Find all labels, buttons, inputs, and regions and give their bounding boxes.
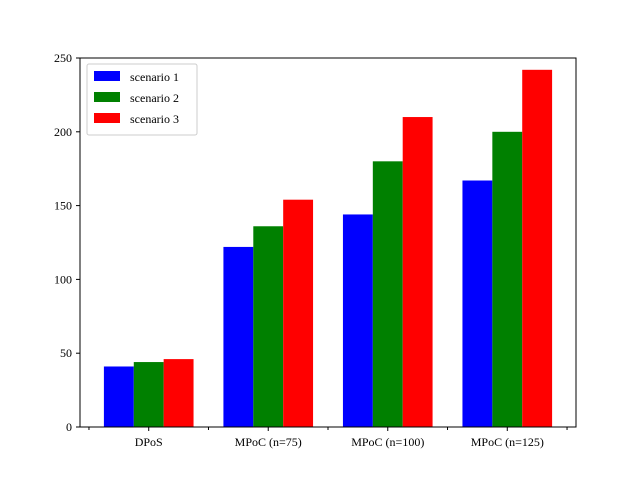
legend-swatch <box>94 113 120 123</box>
bar-2-1 <box>133 362 164 427</box>
bar-1-3 <box>342 214 373 427</box>
y-tick-label: 0 <box>66 420 72 434</box>
bar-2-3 <box>372 161 403 427</box>
legend-label: scenario 3 <box>130 112 179 126</box>
bar-1-2 <box>223 246 254 427</box>
legend: scenario 1 scenario 2 scenario 3 <box>86 63 198 136</box>
bars-layer <box>103 69 553 428</box>
legend-swatch <box>94 71 120 81</box>
bar-2-2 <box>253 226 284 427</box>
x-tick-label: DPoS <box>135 435 163 449</box>
y-tick-label: 100 <box>54 272 72 286</box>
bar-1-1 <box>103 366 134 427</box>
bar-3-3 <box>402 117 433 427</box>
x-tick-label: MPoC (n=100) <box>351 435 424 449</box>
bar-2-4 <box>492 131 523 428</box>
x-tick-label: MPoC (n=75) <box>235 435 302 449</box>
bar-3-1 <box>163 359 194 427</box>
bar-3-2 <box>283 199 314 427</box>
y-tick-label: 250 <box>54 51 72 65</box>
bar-1-4 <box>462 180 493 427</box>
legend-swatch <box>94 92 120 102</box>
y-tick-label: 50 <box>60 346 72 360</box>
y-tick-label: 200 <box>54 125 72 139</box>
axes-layer: 0 50 100 150 200 250 DPoS MPoC (n=75) MPoC (n=10… <box>54 51 577 449</box>
legend-label: scenario 2 <box>130 91 179 105</box>
bar-3-4 <box>522 69 553 428</box>
legend-label: scenario 1 <box>130 70 179 84</box>
x-tick-label: MPoC (n=125) <box>471 435 544 449</box>
y-tick-label: 150 <box>54 199 72 213</box>
